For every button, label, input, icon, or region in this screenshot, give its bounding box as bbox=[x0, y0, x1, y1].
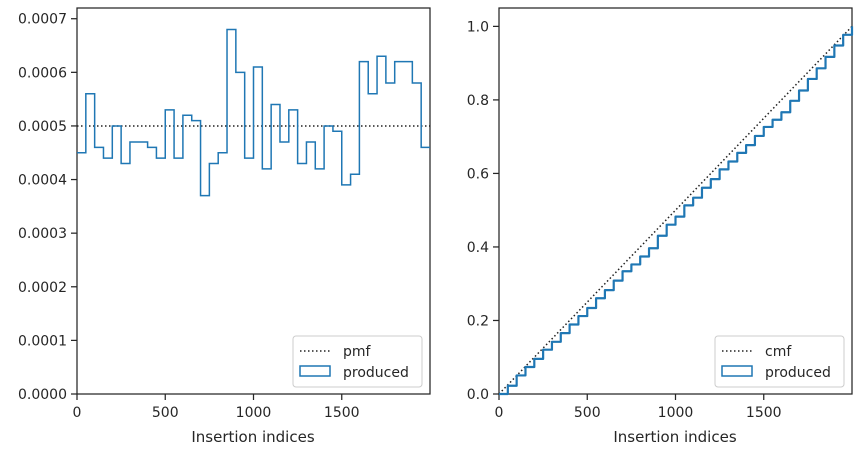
left-y-tick-label: 0.0004 bbox=[18, 173, 67, 189]
left-y-tick-label: 0.0000 bbox=[18, 387, 67, 403]
right-y-tick-label: 0.4 bbox=[467, 240, 489, 256]
left-x-axis-label: Insertion indices bbox=[191, 428, 314, 446]
left-x-tick-label: 1500 bbox=[324, 405, 360, 421]
left-legend-box bbox=[292, 335, 423, 388]
right-x-tick-label: 1500 bbox=[746, 405, 782, 421]
right-x-tick-label: 0 bbox=[495, 405, 504, 421]
right-legend-cmf-label: cmf bbox=[765, 344, 792, 360]
right-legend-produced-swatch bbox=[721, 365, 753, 377]
right-x-ticks: 0 500 1000 1500 bbox=[495, 394, 782, 421]
right-y-tick-label: 0.6 bbox=[467, 166, 489, 182]
left-legend-produced-label: produced bbox=[343, 365, 409, 381]
right-chart: 0 500 1000 1500 0.0 0.2 0.4 0.6 0.8 1.0 Insertio… bbox=[467, 7, 854, 446]
right-x-axis-label: Insertion indices bbox=[613, 428, 736, 446]
left-y-tick-label: 0.0002 bbox=[18, 280, 67, 296]
left-x-tick-label: 0 bbox=[73, 405, 82, 421]
right-x-tick-label: 500 bbox=[574, 405, 601, 421]
left-legend-produced-swatch bbox=[299, 365, 331, 377]
left-y-tick-label: 0.0003 bbox=[18, 226, 67, 242]
left-y-ticks: 0.0000 0.0001 0.0002 0.0003 0.0004 0.0005 0.00… bbox=[18, 12, 77, 403]
left-legend: pmf produced bbox=[292, 335, 423, 388]
left-chart: 0 500 1000 1500 0.00000.00010.00020.00030.0… bbox=[18, 7, 431, 446]
right-legend-box bbox=[714, 335, 845, 388]
left-y-tick-label: 0.0001 bbox=[18, 333, 67, 349]
right-legend: cmf produced bbox=[714, 335, 845, 388]
right-y-tick-label: 0.0 bbox=[467, 387, 489, 403]
right-produced-cumulative bbox=[499, 26, 854, 396]
left-legend-pmf-label: pmf bbox=[343, 344, 372, 360]
right-x-tick-label: 1000 bbox=[658, 405, 694, 421]
left-x-tick-label: 1000 bbox=[236, 405, 272, 421]
right-y-tick-label: 0.8 bbox=[467, 93, 489, 109]
left-produced-histogram bbox=[77, 28, 430, 197]
left-x-ticks: 0 500 1000 1500 bbox=[73, 394, 360, 421]
left-x-tick-label: 500 bbox=[152, 405, 179, 421]
left-y-tick-label: 0.0007 bbox=[18, 12, 67, 28]
right-series bbox=[498, 25, 854, 396]
right-legend-produced-label: produced bbox=[765, 365, 831, 381]
right-y-tick-label: 0.2 bbox=[467, 313, 489, 329]
right-cmf-line bbox=[498, 25, 853, 395]
left-series bbox=[77, 28, 430, 197]
right-y-ticks: 0.0 0.2 0.4 0.6 0.8 1.0 bbox=[467, 19, 499, 403]
right-y-tick-label: 1.0 bbox=[467, 19, 489, 35]
left-y-tick-label: 0.0006 bbox=[18, 65, 67, 81]
left-y-tick-label: 0.0005 bbox=[18, 119, 67, 135]
